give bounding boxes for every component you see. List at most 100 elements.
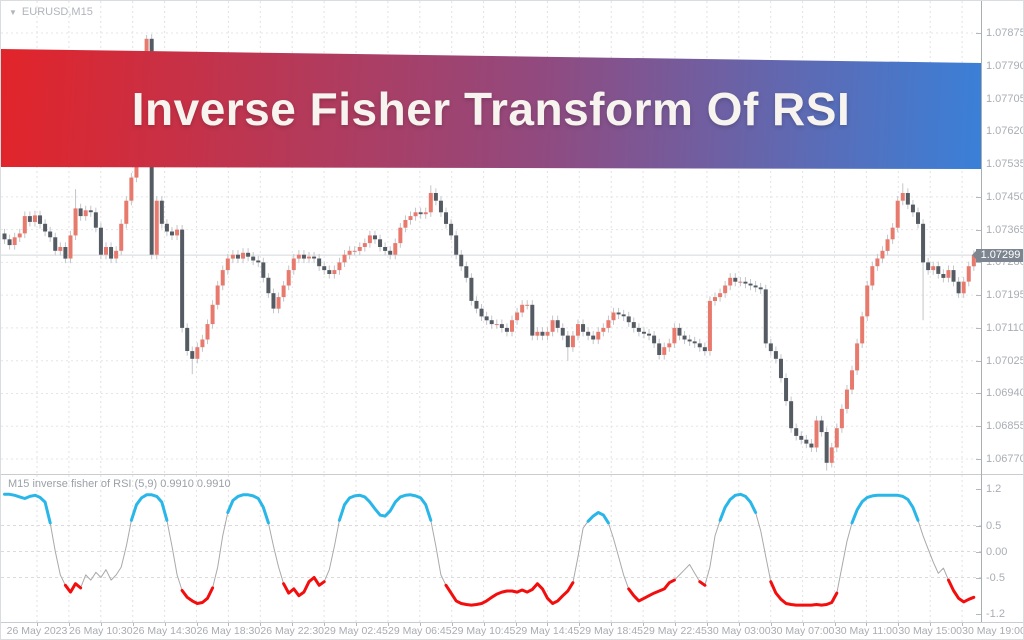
price-axis-label: 1.07790 — [986, 59, 1024, 72]
candle — [17, 233, 22, 238]
candle — [738, 281, 743, 283]
candle — [195, 347, 200, 359]
banner: Inverse Fisher Transform Of RSI — [1, 48, 981, 170]
time-axis-tick — [834, 622, 836, 626]
candle — [428, 193, 433, 213]
time-axis-label: 29 May 10:45 — [451, 625, 516, 637]
candle — [768, 343, 773, 352]
indicator-axis-label: -0.5 — [986, 571, 1005, 584]
candle — [433, 193, 438, 201]
candle — [575, 324, 580, 336]
candle — [215, 285, 220, 305]
candle — [652, 335, 657, 344]
candle — [733, 277, 738, 282]
candle — [555, 320, 560, 328]
candle — [352, 250, 357, 252]
time-axis-tick — [898, 622, 900, 626]
candle — [378, 239, 383, 247]
candle — [210, 304, 215, 325]
candle — [169, 231, 174, 236]
time-axis-tick — [292, 622, 294, 626]
candle — [718, 293, 723, 298]
candle — [342, 254, 347, 263]
price-axis-tick — [976, 229, 981, 231]
price-axis-tick — [976, 262, 981, 264]
time-axis-label: 26 May 2023 — [6, 625, 68, 637]
candle — [154, 200, 159, 255]
candle — [286, 270, 291, 286]
candle — [743, 281, 748, 284]
candle — [469, 277, 474, 301]
candle — [601, 327, 606, 332]
candle — [839, 408, 844, 429]
candle — [931, 266, 936, 271]
candle — [93, 212, 98, 228]
time-axis-tick — [324, 622, 326, 626]
price-axis-label: 1.07025 — [986, 354, 1024, 367]
pane-separator-top[interactable] — [1, 474, 1023, 475]
time-axis-tick — [37, 622, 38, 626]
candle — [459, 254, 464, 267]
candle — [489, 320, 494, 325]
candle — [68, 235, 73, 259]
candle — [2, 233, 7, 240]
candle — [844, 389, 849, 409]
candle — [281, 285, 286, 298]
candle — [850, 370, 855, 390]
candle — [78, 208, 83, 217]
time-axis-tick — [611, 622, 613, 626]
candle — [860, 316, 865, 344]
candle — [510, 320, 514, 332]
candle — [728, 277, 733, 286]
candle — [540, 331, 545, 336]
candle — [971, 255, 976, 267]
candle — [337, 262, 342, 271]
candle — [636, 327, 641, 332]
candle — [159, 200, 164, 224]
price-axis-tick — [976, 327, 981, 329]
candle — [307, 256, 311, 259]
time-axis-label: 29 May 22:45 — [643, 625, 707, 637]
candle — [748, 283, 753, 286]
symbol-label: ▼ EURUSD,M15 — [9, 6, 93, 18]
candle — [586, 331, 591, 336]
candle — [616, 312, 621, 315]
price-axis-label: 1.07450 — [986, 190, 1024, 203]
candle — [225, 258, 230, 271]
candle — [474, 300, 479, 309]
candle — [109, 247, 114, 259]
price-axis-tick — [976, 360, 981, 362]
time-axis-label: 30 May 03:00 — [706, 625, 771, 637]
candle — [713, 297, 717, 301]
candle — [855, 343, 860, 371]
candle — [784, 378, 789, 402]
candle — [804, 439, 809, 444]
price-axis-label: 1.07365 — [986, 223, 1024, 236]
time-axis-tick — [196, 622, 198, 626]
candle — [185, 327, 190, 351]
candle — [647, 333, 652, 336]
candle — [936, 266, 941, 274]
candle — [418, 212, 423, 215]
candle — [449, 223, 454, 236]
candle — [129, 177, 134, 201]
candle — [494, 324, 499, 326]
chevron-down-icon[interactable]: ▼ — [9, 7, 17, 17]
price-axis-tick — [976, 196, 981, 198]
candle — [900, 193, 905, 201]
candle — [27, 216, 32, 222]
time-axis-tick — [419, 622, 421, 626]
candle — [682, 335, 687, 340]
candle — [104, 247, 108, 255]
candle — [809, 443, 814, 448]
time-axis-tick — [260, 622, 262, 626]
indicator-chart[interactable] — [1, 475, 981, 622]
candle — [626, 316, 631, 323]
candle — [870, 266, 875, 286]
pane-separator-bottom[interactable] — [1, 622, 1023, 623]
candle — [301, 254, 306, 259]
indicator-axis-label: 0.5 — [986, 519, 1002, 532]
time-axis-tick — [962, 622, 964, 626]
time-axis-label: 30 May 19:00 — [962, 625, 1024, 637]
candle — [383, 247, 388, 251]
